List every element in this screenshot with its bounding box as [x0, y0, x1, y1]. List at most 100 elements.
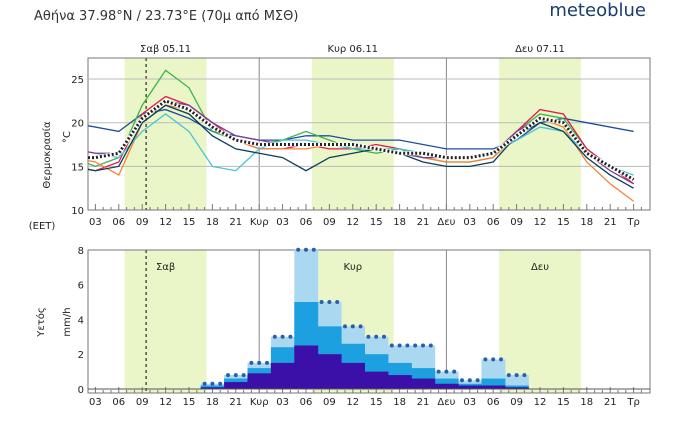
precip-dot — [444, 369, 449, 374]
x-tick-label: 18 — [393, 397, 406, 408]
day-label: Σαβ 05.11 — [140, 44, 191, 55]
precip-dot — [436, 369, 441, 374]
precip-dot — [272, 334, 277, 339]
y-tick-label: 2 — [78, 350, 84, 361]
precip-dot — [319, 300, 324, 304]
precip-dot — [202, 381, 207, 386]
x-tick-label: 21 — [229, 397, 242, 408]
precip-bar-mean — [317, 354, 342, 389]
x-tick-label: 03 — [89, 217, 102, 228]
y-tick-label: 25 — [71, 75, 84, 86]
precip-dot — [506, 373, 511, 378]
x-tick-label: 15 — [557, 217, 570, 228]
x-tick-label: Τρ — [626, 397, 639, 408]
precip-bar-mean — [364, 371, 389, 389]
x-tick-label: 09 — [136, 397, 149, 408]
x-tick-label: 15 — [183, 217, 196, 228]
day-label: Δευ 07.11 — [515, 44, 565, 55]
precip-dot — [280, 334, 285, 339]
precip-dot — [514, 373, 519, 378]
x-tick-label: 18 — [206, 397, 219, 408]
precip-dot — [405, 343, 410, 348]
x-tick-label: 18 — [393, 217, 406, 228]
precip-dot — [389, 343, 394, 348]
precip-dot — [382, 334, 386, 339]
day-label: Κυρ — [343, 262, 362, 273]
x-tick-label: 15 — [557, 397, 570, 408]
precip-dot — [366, 334, 371, 339]
plot-frame — [87, 57, 651, 211]
x-tick-label: 15 — [370, 397, 383, 408]
precip-bar-mean — [247, 373, 272, 389]
x-tick-label: Δευ — [437, 397, 455, 408]
y-tick-label: 20 — [71, 119, 84, 130]
precip-dot — [257, 360, 262, 365]
precip-dot — [475, 378, 480, 383]
x-tick-label: 12 — [346, 217, 359, 228]
x-tick-label: 06 — [300, 217, 313, 228]
x-tick-label: Δευ — [437, 217, 455, 228]
day-label: Σαβ — [156, 262, 175, 273]
temp-series-m6 — [88, 104, 634, 189]
y-tick-label: 0 — [78, 385, 84, 396]
x-tick-label: 09 — [136, 217, 149, 228]
precip-dot — [311, 247, 316, 252]
x-tick-label: 09 — [510, 397, 523, 408]
precip-bar-mean — [224, 382, 248, 389]
precip-dot — [343, 324, 347, 329]
x-tick-label: 15 — [370, 217, 383, 228]
x-tick-label: 03 — [463, 397, 476, 408]
precip-dot — [210, 381, 215, 386]
precip-dot — [522, 373, 527, 378]
precip-dot — [265, 360, 269, 365]
x-tick-label: 06 — [112, 217, 125, 228]
temp-series-m5 — [88, 113, 634, 176]
day-label: Δευ — [531, 262, 549, 273]
precip-dot — [397, 343, 402, 348]
x-tick-label: 21 — [417, 217, 430, 228]
temp-axis-title: Θερμοκρασία — [41, 121, 53, 189]
x-tick-label: 12 — [534, 397, 547, 408]
precip-bar-mean — [504, 387, 529, 389]
precip-bar-mean — [434, 383, 459, 389]
precip-bar-mean — [341, 362, 365, 389]
x-tick-label: 21 — [229, 217, 242, 228]
daylight-band — [311, 58, 394, 210]
meteoblue-logo: meteoblue — [549, 0, 646, 21]
precip-bar-upper — [481, 378, 506, 389]
x-tick-label: 18 — [580, 217, 593, 228]
precip-bar-mean — [458, 385, 482, 389]
x-tick-label: 12 — [159, 397, 172, 408]
day-label: Κυρ 06.11 — [328, 44, 379, 55]
precip-dot — [499, 357, 503, 362]
x-tick-label: 18 — [580, 397, 593, 408]
precip-dot — [358, 324, 363, 329]
precip-dot — [296, 247, 301, 252]
precip-dot — [467, 378, 472, 383]
daylight-band — [499, 250, 581, 393]
x-tick-label: 15 — [183, 397, 196, 408]
precip-dot — [241, 373, 246, 378]
precip-dot — [452, 369, 457, 374]
x-tick-label: 03 — [276, 217, 289, 228]
x-tick-label: 03 — [276, 397, 289, 408]
precip-dot — [288, 334, 293, 339]
precip-bar-mean — [481, 385, 506, 389]
x-tick-label: 06 — [487, 217, 500, 228]
y-tick-label: 8 — [78, 246, 84, 257]
precip-dot — [460, 378, 464, 383]
precip-dot — [483, 357, 488, 362]
precip-dot — [491, 357, 496, 362]
precip-bar-mean — [294, 345, 319, 389]
x-tick-label: Κυρ — [250, 397, 269, 408]
x-tick-label: 12 — [534, 217, 547, 228]
precip-dot — [249, 360, 254, 365]
x-tick-label: 03 — [463, 217, 476, 228]
precip-dot — [428, 343, 433, 348]
precip-dot — [374, 334, 379, 339]
daylight-band — [124, 58, 207, 210]
precip-bar-mean — [270, 362, 295, 389]
timezone-label: (EET) — [29, 221, 56, 232]
x-tick-label: Κυρ — [250, 217, 269, 228]
